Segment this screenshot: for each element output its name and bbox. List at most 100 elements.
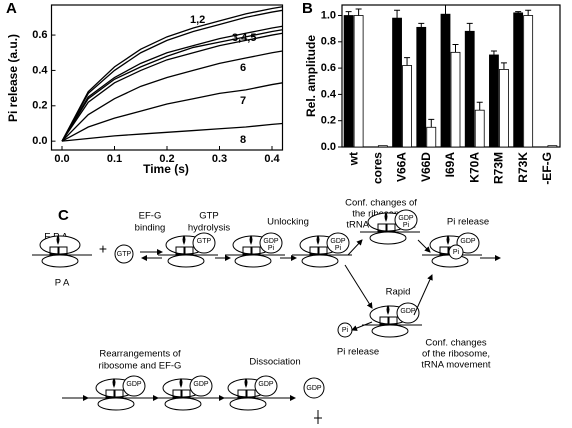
icon-label: GDP — [258, 381, 274, 388]
small-subunit — [234, 254, 272, 268]
ef-g — [259, 232, 283, 254]
bar — [402, 65, 412, 148]
trna — [184, 246, 194, 255]
error-bar — [345, 11, 352, 16]
small-subunit — [431, 254, 469, 268]
trna — [439, 246, 449, 255]
y-axis-label: Rel. amplitude — [304, 35, 318, 117]
small-subunit — [164, 397, 202, 411]
small-subunit — [371, 324, 409, 338]
diagram-text: hydrolysis — [188, 223, 230, 234]
ef-g — [189, 375, 213, 397]
arrow — [413, 274, 433, 316]
icon-label: GDP — [126, 381, 142, 388]
error-bar — [394, 9, 401, 19]
bar — [474, 109, 485, 148]
panel-label: B — [302, 0, 313, 17]
diagram-text: ribosome and EF-G — [99, 361, 182, 372]
y-tick-label: 0.0 — [32, 135, 47, 147]
arrow — [347, 239, 363, 256]
x-tick-label: -EF-G — [540, 152, 554, 185]
x-tick-label: K70A — [467, 152, 481, 183]
icon-label: Pi — [342, 327, 349, 334]
bar — [377, 145, 388, 148]
trna — [172, 389, 182, 398]
error-bar — [525, 9, 532, 16]
peptide — [179, 378, 183, 388]
x-tick-label: V66A — [395, 152, 409, 182]
y-tick-label: 0.4 — [321, 88, 337, 100]
diagram-text: tRNA movement — [421, 360, 491, 371]
trna — [379, 316, 389, 325]
ef-g — [456, 232, 480, 254]
bar — [450, 51, 461, 148]
bar — [426, 126, 437, 148]
diagram-text: Conf. changes — [425, 338, 487, 349]
error-bar — [418, 22, 425, 28]
panel-label: A — [6, 0, 17, 17]
diagram-text: binding — [135, 223, 166, 234]
icon-label: Pi — [335, 245, 342, 252]
bar — [547, 145, 558, 148]
x-tick-label: V66D — [419, 152, 433, 182]
trna — [58, 246, 68, 255]
molecule — [114, 244, 134, 264]
trna — [181, 389, 191, 398]
arrow — [351, 321, 373, 331]
icon-label: Pi — [453, 249, 460, 256]
y-tick-label: 0.0 — [321, 141, 336, 153]
x-tick-label: I69A — [443, 152, 457, 178]
icon-label: GDP — [398, 215, 414, 222]
trna — [318, 246, 328, 255]
icon-label: GDP — [330, 238, 346, 245]
icon-label: GTP — [197, 238, 212, 245]
icon-label: Pi — [268, 245, 275, 252]
curve-label: 6 — [240, 62, 246, 74]
diagram-text: Unlocking — [267, 217, 309, 228]
molecule — [303, 377, 325, 399]
ef-g — [122, 375, 146, 397]
error-bar — [515, 11, 522, 13]
diagram-text: Pi release — [337, 347, 379, 358]
peptide — [182, 235, 186, 245]
trna — [242, 246, 252, 255]
diagram-text: P A — [55, 278, 70, 289]
curve — [61, 50, 283, 142]
arrow — [417, 239, 431, 253]
curve — [61, 29, 283, 142]
curve — [61, 25, 283, 142]
x-tick-label: 0.3 — [212, 153, 227, 165]
icon-label: GDP — [400, 308, 416, 315]
diagram-text: of the ribosome, — [422, 349, 490, 360]
x-tick-label: R73K — [516, 152, 530, 183]
curve-label: 3,4,5 — [232, 32, 256, 44]
peptide — [316, 235, 320, 245]
bar — [523, 15, 534, 148]
x-tick-label: R73M — [492, 152, 506, 184]
diagram-text: + — [99, 241, 107, 257]
icon-label: Pi — [403, 222, 410, 229]
bar — [489, 54, 499, 148]
y-tick-label: 0.8 — [321, 36, 336, 48]
trna — [114, 389, 124, 398]
bar — [440, 13, 451, 148]
arrow — [344, 264, 373, 309]
trna — [105, 389, 115, 398]
small-subunit — [41, 254, 79, 268]
curve — [61, 82, 283, 142]
small-subunit — [369, 231, 407, 245]
bar — [353, 15, 364, 148]
bar — [392, 17, 402, 148]
bar — [499, 69, 509, 148]
diagram-text: EF-G — [139, 211, 162, 222]
small-subunit — [301, 254, 339, 268]
icon-label: GTP — [117, 251, 132, 258]
trna — [386, 223, 396, 232]
trna — [251, 246, 261, 255]
peptide — [446, 235, 450, 245]
molecule — [448, 244, 464, 260]
ef-g-free — [314, 410, 322, 424]
bar — [416, 26, 427, 148]
x-tick-label: 0.0 — [54, 153, 69, 165]
peptide — [384, 212, 388, 222]
